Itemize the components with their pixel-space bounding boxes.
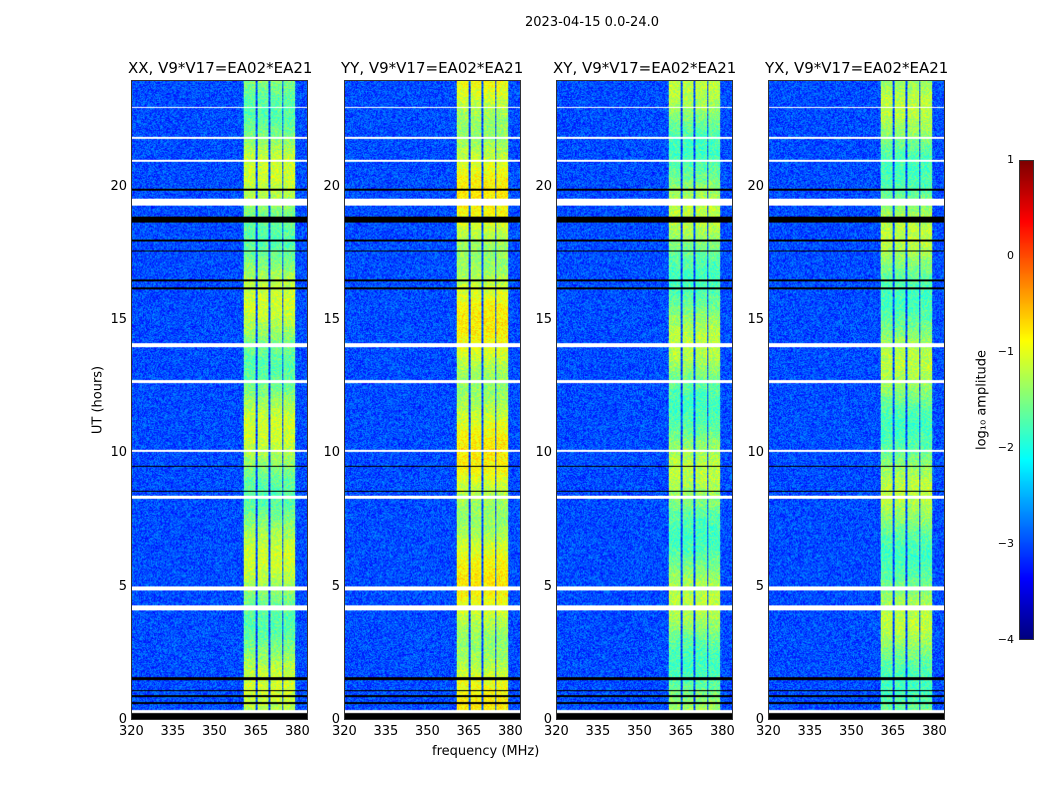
x-tick-label: 335 xyxy=(160,724,186,739)
y-tick-label: 20 xyxy=(110,178,127,194)
heatmap-cells xyxy=(132,81,307,719)
y-tick-label: 10 xyxy=(110,445,127,461)
x-tick-label: 365 xyxy=(243,724,269,739)
colorbar xyxy=(1019,160,1034,640)
colorbar-tick-label: 0 xyxy=(1007,249,1014,262)
colorbar-tick-label: 1 xyxy=(1007,153,1014,166)
x-tick-label: 320 xyxy=(756,724,781,739)
x-tick-label: 320 xyxy=(544,724,569,739)
figure-title: 2023-04-15 0.0-24.0 xyxy=(525,15,659,30)
panel-title: XY, V9*V17=EA02*EA21 xyxy=(553,59,737,77)
colorbar-tick-label: −1 xyxy=(997,345,1014,358)
heatmap-panel xyxy=(344,80,521,720)
heatmap-panel xyxy=(556,80,733,720)
y-tick-label: 10 xyxy=(323,445,340,461)
heatmap-cells xyxy=(557,81,732,719)
heatmap-cells xyxy=(769,81,944,719)
panel-title: XX, V9*V17=EA02*EA21 xyxy=(128,59,313,77)
y-tick-label: 0 xyxy=(118,712,127,727)
x-tick-label: 350 xyxy=(201,724,227,739)
x-tick-label: 365 xyxy=(668,724,694,739)
y-tick-label: 0 xyxy=(543,712,552,727)
y-tick-label: 15 xyxy=(747,312,764,327)
y-tick-label: 15 xyxy=(535,312,552,327)
heatmap-panel xyxy=(768,80,945,720)
y-tick-label: 20 xyxy=(535,178,552,194)
x-tick-label: 380 xyxy=(497,724,523,739)
x-axis-label: frequency (MHz) xyxy=(432,744,540,759)
x-tick-label: 335 xyxy=(585,724,611,739)
colorbar-label: log₁₀ amplitude xyxy=(974,349,990,451)
x-tick-label: 350 xyxy=(626,724,652,739)
panel-title: YX, V9*V17=EA02*EA21 xyxy=(765,59,949,77)
y-tick-label: 10 xyxy=(535,445,552,461)
heatmap-cells xyxy=(345,81,520,719)
y-tick-label: 5 xyxy=(118,578,127,594)
x-tick-label: 320 xyxy=(332,724,357,739)
panel-title: YY, V9*V17=EA02*EA21 xyxy=(341,59,524,77)
x-tick-label: 335 xyxy=(373,724,399,739)
x-tick-label: 350 xyxy=(414,724,440,739)
x-tick-label: 380 xyxy=(921,724,947,739)
colorbar-tick-label: −2 xyxy=(997,441,1014,454)
x-tick-label: 320 xyxy=(119,724,144,739)
x-tick-label: 365 xyxy=(456,724,482,739)
colorbar-tick-label: −4 xyxy=(997,633,1014,646)
y-tick-label: 5 xyxy=(755,578,764,594)
y-tick-label: 10 xyxy=(747,445,764,461)
y-tick-label: 20 xyxy=(323,178,340,194)
y-tick-label: 15 xyxy=(110,312,127,327)
x-tick-label: 335 xyxy=(797,724,823,739)
y-axis-label: UT (hours) xyxy=(90,365,106,435)
y-tick-label: 0 xyxy=(331,712,340,727)
y-tick-label: 0 xyxy=(755,712,764,727)
y-tick-label: 5 xyxy=(331,578,340,594)
y-tick-label: 15 xyxy=(323,312,340,327)
y-tick-label: 20 xyxy=(747,178,764,194)
x-tick-label: 380 xyxy=(284,724,310,739)
heatmap-panel xyxy=(131,80,308,720)
colorbar-tick-label: −3 xyxy=(997,537,1014,550)
x-tick-label: 380 xyxy=(709,724,735,739)
y-tick-label: 5 xyxy=(543,578,552,594)
x-tick-label: 365 xyxy=(880,724,906,739)
x-tick-label: 350 xyxy=(838,724,864,739)
